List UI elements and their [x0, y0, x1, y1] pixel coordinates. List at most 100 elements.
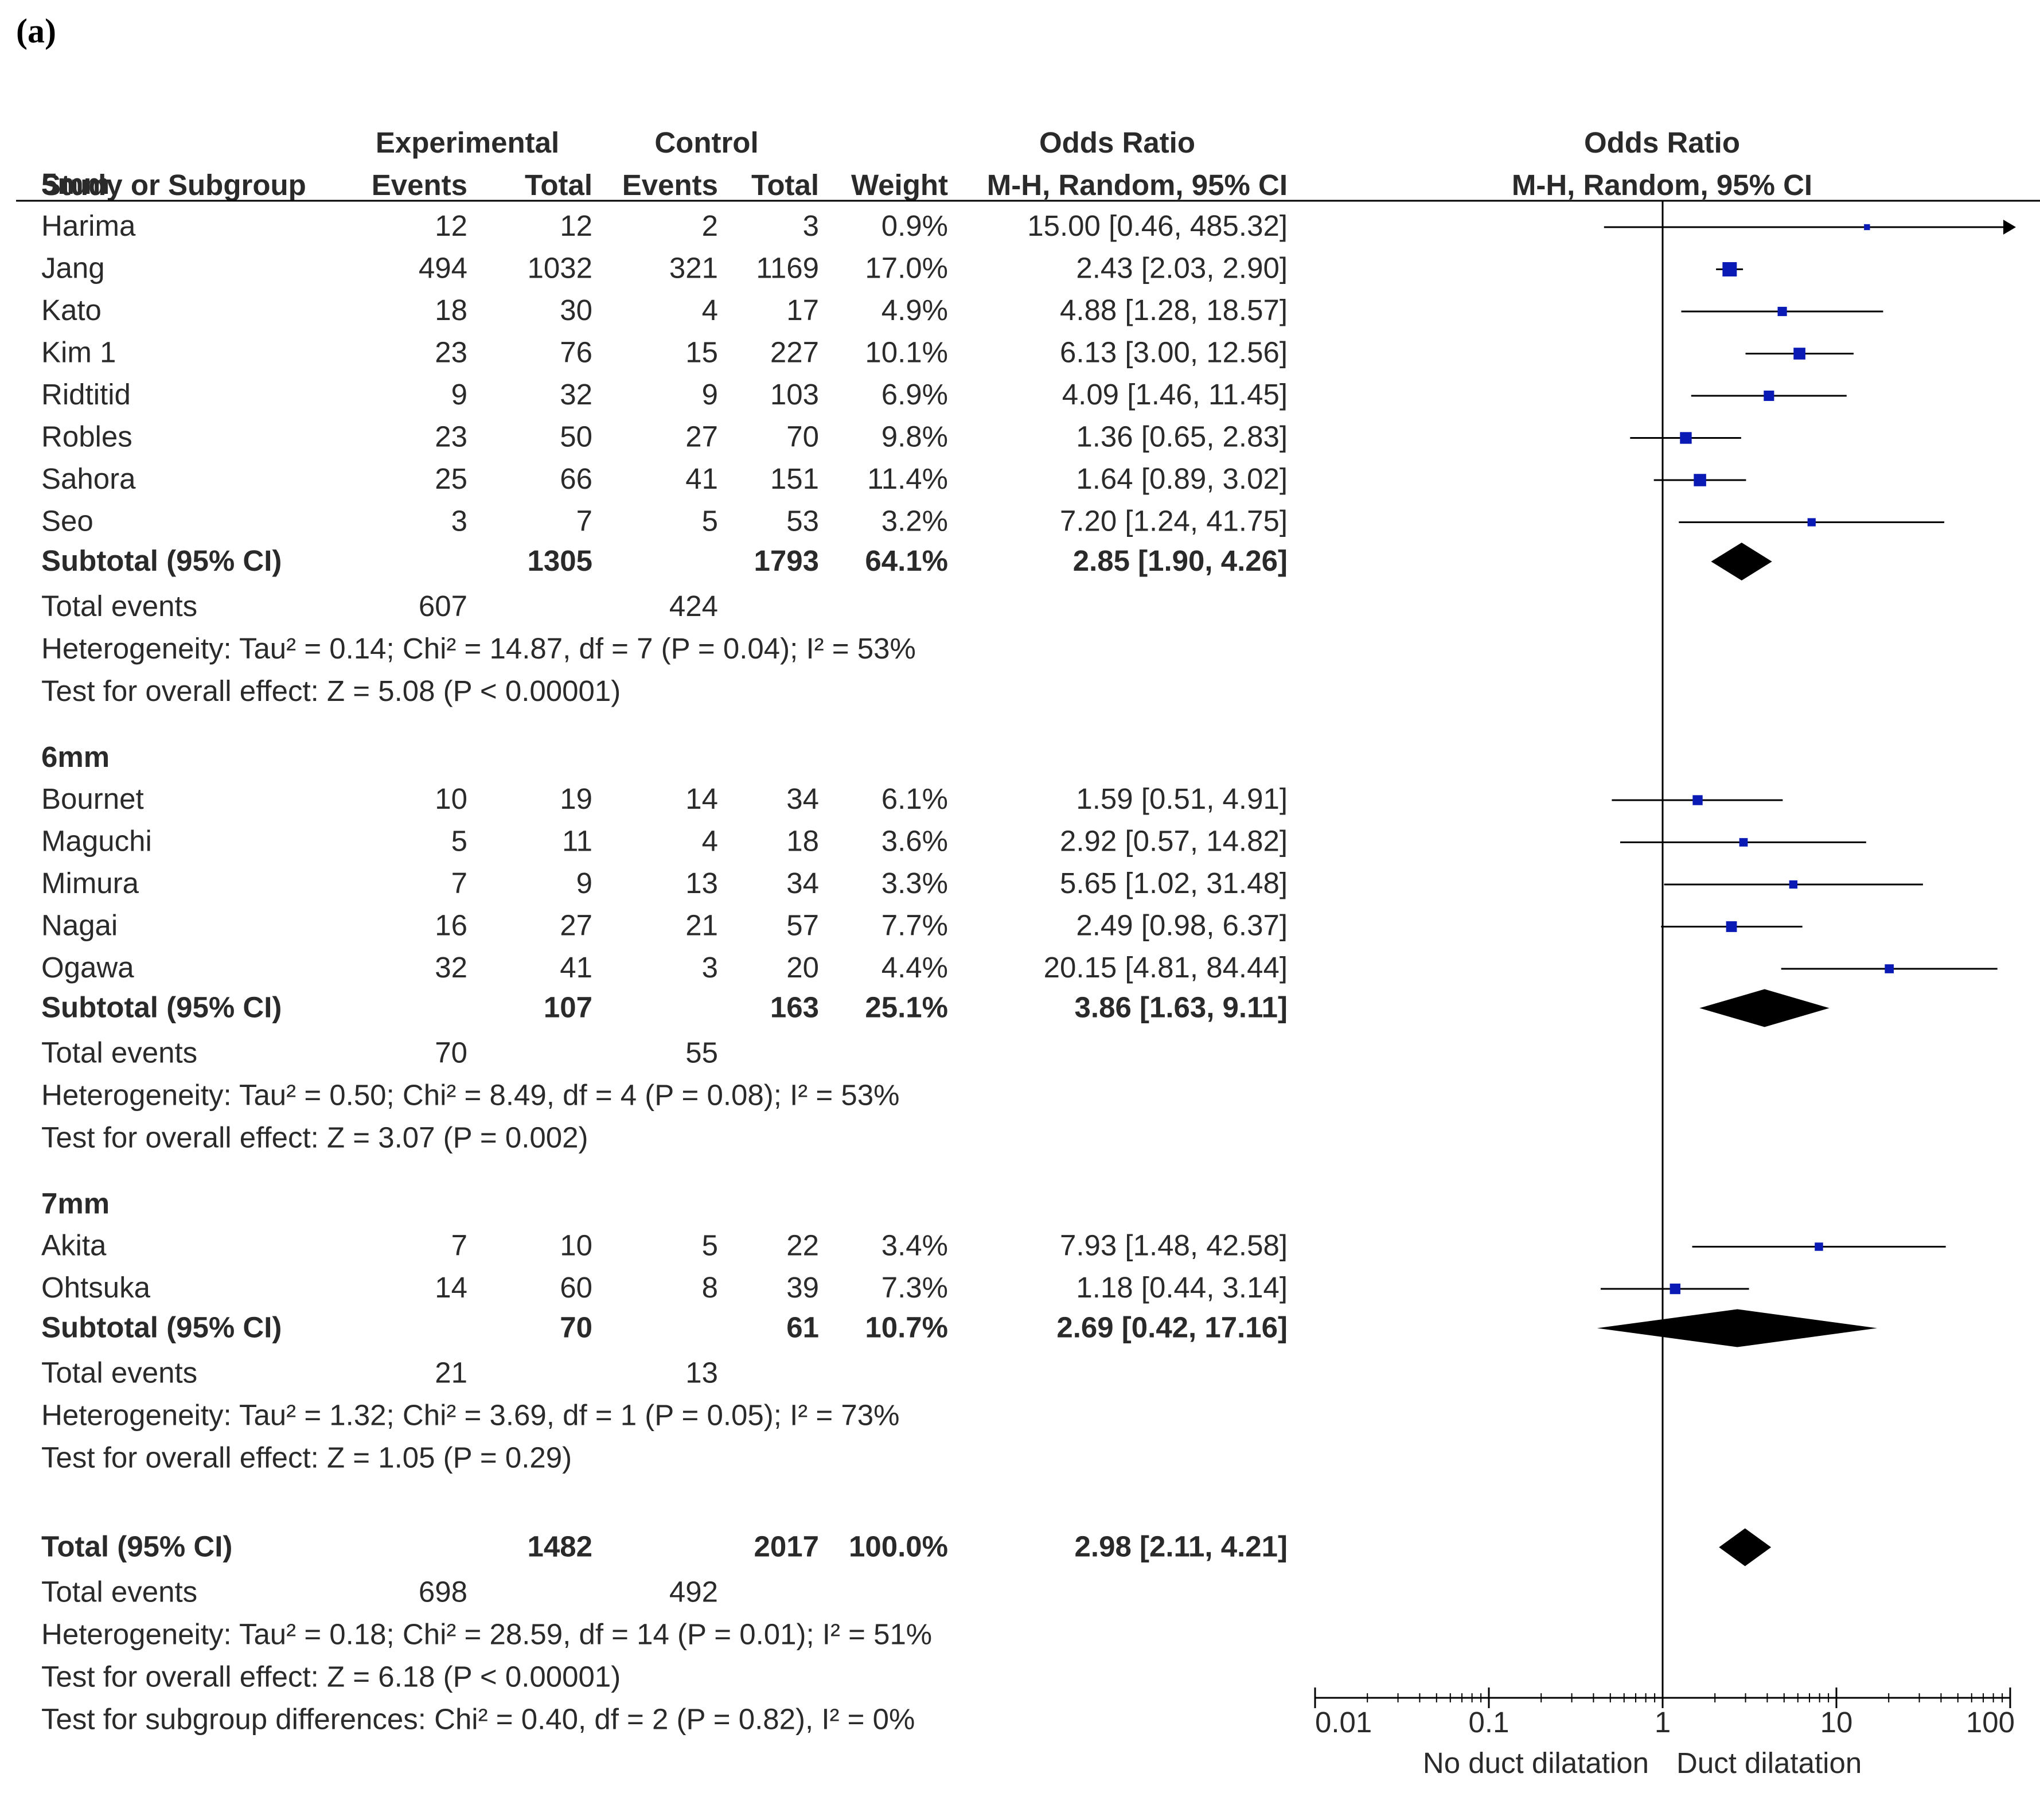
- study-weight: 6.1%: [881, 782, 948, 815]
- study-name: Ridtitid: [41, 378, 131, 411]
- study-weight: 0.9%: [881, 209, 948, 242]
- events-experimental: 18: [435, 294, 467, 326]
- favours-right-label: Duct dilatation: [1676, 1747, 1862, 1779]
- total-control: 70: [786, 420, 819, 453]
- subtotal-total-experimental: 107: [544, 991, 592, 1024]
- study-weight: 11.4%: [867, 462, 948, 495]
- events-control: 4: [702, 294, 718, 326]
- total-control: 53: [786, 505, 819, 537]
- total-weight: 100.0%: [849, 1530, 948, 1563]
- total-experimental: 10: [560, 1229, 592, 1262]
- subtotal-diamond: [1699, 989, 1830, 1027]
- subtotal-or-ci: 2.69 [0.42, 17.16]: [1056, 1311, 1288, 1344]
- study-name: Bournet: [41, 782, 144, 815]
- study-name: Maguchi: [41, 825, 152, 858]
- total-experimental: 50: [560, 420, 592, 453]
- study-weight: 10.1%: [865, 336, 948, 369]
- total-control: 57: [786, 909, 819, 942]
- events-control: 21: [685, 909, 718, 942]
- study-name: Ohtsuka: [41, 1271, 151, 1304]
- total-total-control: 2017: [754, 1530, 819, 1563]
- study-point: [1739, 838, 1748, 847]
- total-experimental: 60: [560, 1271, 592, 1304]
- events-control: 4: [702, 825, 718, 858]
- events-experimental: 23: [435, 420, 467, 453]
- subtotal-or-ci: 2.85 [1.90, 4.26]: [1073, 544, 1288, 577]
- study-or-ci: 6.13 [3.00, 12.56]: [1060, 336, 1288, 369]
- heterogeneity-text: Heterogeneity: Tau² = 0.50; Chi² = 8.49,…: [41, 1079, 899, 1112]
- total-events-control: 492: [669, 1576, 718, 1608]
- study-name: Jang: [41, 252, 105, 285]
- total-experimental: 41: [560, 951, 592, 984]
- events-experimental: 9: [451, 378, 467, 411]
- events-control: 5: [702, 1229, 718, 1262]
- total-experimental: 7: [576, 505, 592, 537]
- x-tick-label: 0.1: [1469, 1706, 1509, 1739]
- events-control: 41: [685, 462, 718, 495]
- events-control: 2: [702, 209, 718, 242]
- events-experimental: 12: [435, 209, 467, 242]
- subtotal-total-control: 61: [786, 1311, 819, 1344]
- total-experimental: 11: [562, 825, 592, 858]
- total-control: 18: [786, 825, 819, 858]
- study-point: [1793, 348, 1805, 360]
- x-tick-label: 10: [1820, 1706, 1853, 1739]
- study-name: Sahora: [41, 462, 136, 495]
- total-control: 3: [803, 209, 819, 242]
- study-point: [1789, 880, 1798, 889]
- subtotal-total-experimental: 1305: [528, 544, 592, 577]
- subtotal-total-experimental: 70: [560, 1311, 592, 1344]
- subtotal-or-ci: 3.86 [1.63, 9.11]: [1075, 991, 1288, 1024]
- study-name: Ogawa: [41, 951, 134, 984]
- heterogeneity-text: Heterogeneity: Tau² = 1.32; Chi² = 3.69,…: [41, 1399, 899, 1432]
- study-weight: 4.4%: [881, 951, 948, 984]
- events-experimental: 494: [419, 252, 467, 285]
- total-diamond: [1719, 1528, 1772, 1566]
- events-control: 3: [702, 951, 718, 984]
- total-label: Total (95% CI): [41, 1530, 232, 1563]
- study-or-ci: 2.92 [0.57, 14.82]: [1060, 825, 1288, 858]
- study-point: [1764, 390, 1774, 402]
- header-study: Study or Subgroup: [41, 169, 306, 201]
- subtotal-total-control: 163: [770, 991, 819, 1024]
- events-experimental: 5: [451, 825, 467, 858]
- favours-left-label: No duct dilatation: [1423, 1747, 1649, 1779]
- study-point: [1777, 306, 1787, 317]
- study-point: [1692, 795, 1703, 805]
- events-experimental: 32: [435, 951, 467, 984]
- study-weight: 4.9%: [881, 294, 948, 326]
- study-weight: 3.4%: [881, 1229, 948, 1262]
- study-point: [1807, 518, 1816, 527]
- study-name: Mimura: [41, 867, 139, 899]
- subgroup-test-text: Test for subgroup differences: Chi² = 0.…: [41, 1703, 915, 1736]
- total-control: 227: [770, 336, 819, 369]
- overall-effect-text: Test for overall effect: Z = 6.18 (P < 0…: [41, 1661, 621, 1693]
- study-weight: 9.8%: [881, 420, 948, 453]
- total-experimental: 12: [560, 209, 592, 242]
- x-tick-label: 1: [1655, 1706, 1671, 1739]
- total-experimental: 76: [560, 336, 592, 369]
- subtotal-label: Subtotal (95% CI): [41, 1311, 282, 1344]
- total-events-experimental: 607: [419, 590, 467, 622]
- study-or-ci: 1.59 [0.51, 4.91]: [1076, 782, 1288, 815]
- study-or-ci: 20.15 [4.81, 84.44]: [1044, 951, 1288, 984]
- total-experimental: 30: [560, 294, 592, 326]
- total-events-label: Total events: [41, 1576, 197, 1608]
- study-point: [1864, 224, 1870, 231]
- events-experimental: 14: [435, 1271, 467, 1304]
- study-name: Nagai: [41, 909, 118, 942]
- x-tick-label: 0.01: [1315, 1706, 1372, 1739]
- events-experimental: 7: [451, 1229, 467, 1262]
- total-events-control: 424: [669, 590, 718, 622]
- header-experimental: Experimental: [376, 126, 559, 159]
- study-point: [1885, 964, 1894, 973]
- study-or-ci: 2.49 [0.98, 6.37]: [1076, 909, 1288, 942]
- header-method-plot: M-H, Random, 95% CI: [1512, 169, 1812, 201]
- study-name: Kim 1: [41, 336, 116, 369]
- study-point: [1722, 262, 1737, 276]
- total-experimental: 19: [560, 782, 592, 815]
- study-point: [1680, 432, 1692, 444]
- study-or-ci: 1.36 [0.65, 2.83]: [1076, 420, 1288, 453]
- panel-label: (a): [16, 12, 56, 50]
- subtotal-diamond: [1711, 543, 1772, 580]
